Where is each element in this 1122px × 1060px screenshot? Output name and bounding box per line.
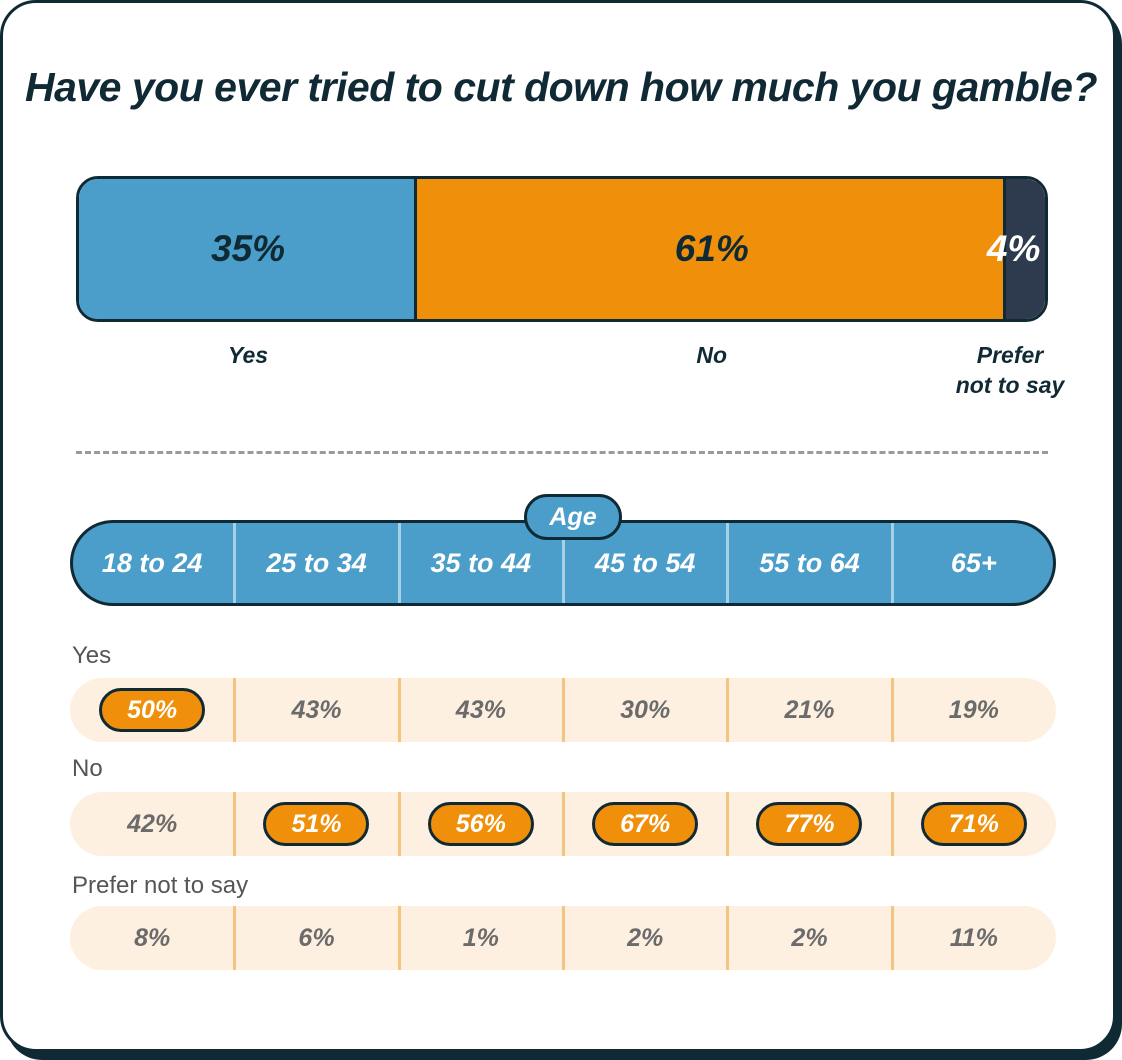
- cell-value: 11%: [949, 923, 998, 952]
- row-separator: [233, 678, 237, 742]
- row-separator: [726, 906, 730, 970]
- table-cell: 43%: [399, 678, 563, 742]
- table-cell: 6%: [234, 906, 398, 970]
- row-separator: [397, 678, 401, 742]
- cell-value: 30%: [620, 695, 671, 724]
- age-header-label: Age: [524, 494, 622, 540]
- cell-value: 42%: [127, 809, 178, 838]
- table-cell: 21%: [727, 678, 891, 742]
- category-label-no: No: [696, 340, 727, 370]
- age-column-header: 65+: [950, 547, 997, 578]
- cell-value: 21%: [784, 695, 835, 724]
- table-cell: 2%: [727, 906, 891, 970]
- bar-value-label: 4%: [986, 228, 1041, 269]
- bar-segment-yes: [79, 179, 418, 319]
- age-column-header: 55 to 64: [759, 547, 860, 578]
- row-separator: [890, 906, 894, 970]
- age-column-separator: [726, 523, 730, 603]
- age-column-separator: [397, 523, 401, 603]
- age-column-header: 45 to 54: [594, 547, 696, 578]
- table-cell: 30%: [563, 678, 727, 742]
- row-separator: [726, 792, 730, 856]
- bar-value-label: 61%: [674, 228, 749, 269]
- row-separator: [233, 906, 237, 970]
- row-title: Prefer not to say: [72, 872, 249, 899]
- table-cell: 71%: [892, 792, 1056, 856]
- row-separator: [562, 792, 565, 856]
- row-separator: [890, 792, 894, 856]
- table-cell: 67%: [563, 792, 727, 856]
- table-cell: 50%: [70, 678, 234, 742]
- age-column-separator: [890, 523, 894, 603]
- stacked-bar: 35% 61% 4%: [76, 176, 1048, 322]
- table-cell: 11%: [892, 906, 1056, 970]
- cell-value: 6%: [298, 923, 335, 952]
- table-row: 42% 51% 56% 67% 77% 71%: [70, 792, 1056, 856]
- cell-value: 43%: [291, 695, 342, 724]
- row-title: No: [72, 755, 103, 782]
- highlighted-value: 51%: [263, 802, 370, 846]
- row-separator: [397, 906, 401, 970]
- category-label-yes: Yes: [228, 340, 268, 370]
- highlighted-value: 56%: [427, 802, 534, 846]
- age-column-header: 18 to 24: [101, 547, 203, 578]
- table-cell: 51%: [234, 792, 398, 856]
- table-cell: 56%: [399, 792, 563, 856]
- category-label-line: not to say: [955, 372, 1065, 398]
- category-label-prefer-not-to-say: Prefer not to say: [956, 340, 1065, 400]
- row-separator: [890, 678, 894, 742]
- row-separator: [562, 678, 565, 742]
- cell-value: 43%: [455, 695, 506, 724]
- highlighted-value: 50%: [99, 688, 206, 732]
- cell-value: 2%: [627, 923, 664, 952]
- bar-segment-prefer-not-to-say: [1006, 179, 1045, 319]
- row-separator: [233, 792, 237, 856]
- highlighted-value: 71%: [920, 802, 1027, 846]
- age-column-separator: [562, 523, 565, 603]
- highlighted-value: 77%: [756, 802, 863, 846]
- table-cell: 2%: [563, 906, 727, 970]
- cell-value: 19%: [948, 695, 999, 724]
- age-column-header: 35 to 44: [430, 547, 532, 578]
- table-cell: 1%: [399, 906, 563, 970]
- cell-value: 2%: [791, 923, 828, 952]
- highlighted-value: 67%: [592, 802, 699, 846]
- row-separator: [562, 906, 565, 970]
- dashed-divider: [76, 451, 1048, 454]
- table-row: 50% 43% 43% 30% 21% 19%: [70, 678, 1056, 742]
- table-cell: 8%: [70, 906, 234, 970]
- table-cell: 42%: [70, 792, 234, 856]
- row-separator: [397, 792, 401, 856]
- cell-value: 1%: [462, 923, 499, 952]
- table-cell: 19%: [892, 678, 1056, 742]
- category-label-line: Prefer: [976, 342, 1044, 368]
- category-label-line: No: [696, 342, 728, 368]
- category-label-line: Yes: [228, 342, 269, 368]
- row-title: Yes: [72, 642, 112, 669]
- age-column-separator: [233, 523, 237, 603]
- bar-value-label: 35%: [211, 228, 286, 269]
- row-separator: [726, 678, 730, 742]
- age-column-header: 25 to 34: [266, 547, 367, 578]
- table-row: 8% 6% 1% 2% 2% 11%: [70, 906, 1056, 970]
- bar-segment-no: [417, 179, 1007, 319]
- table-cell: 43%: [234, 678, 398, 742]
- table-cell: 77%: [727, 792, 891, 856]
- chart-title: Have you ever tried to cut down how much…: [24, 64, 1098, 110]
- cell-value: 8%: [134, 923, 171, 952]
